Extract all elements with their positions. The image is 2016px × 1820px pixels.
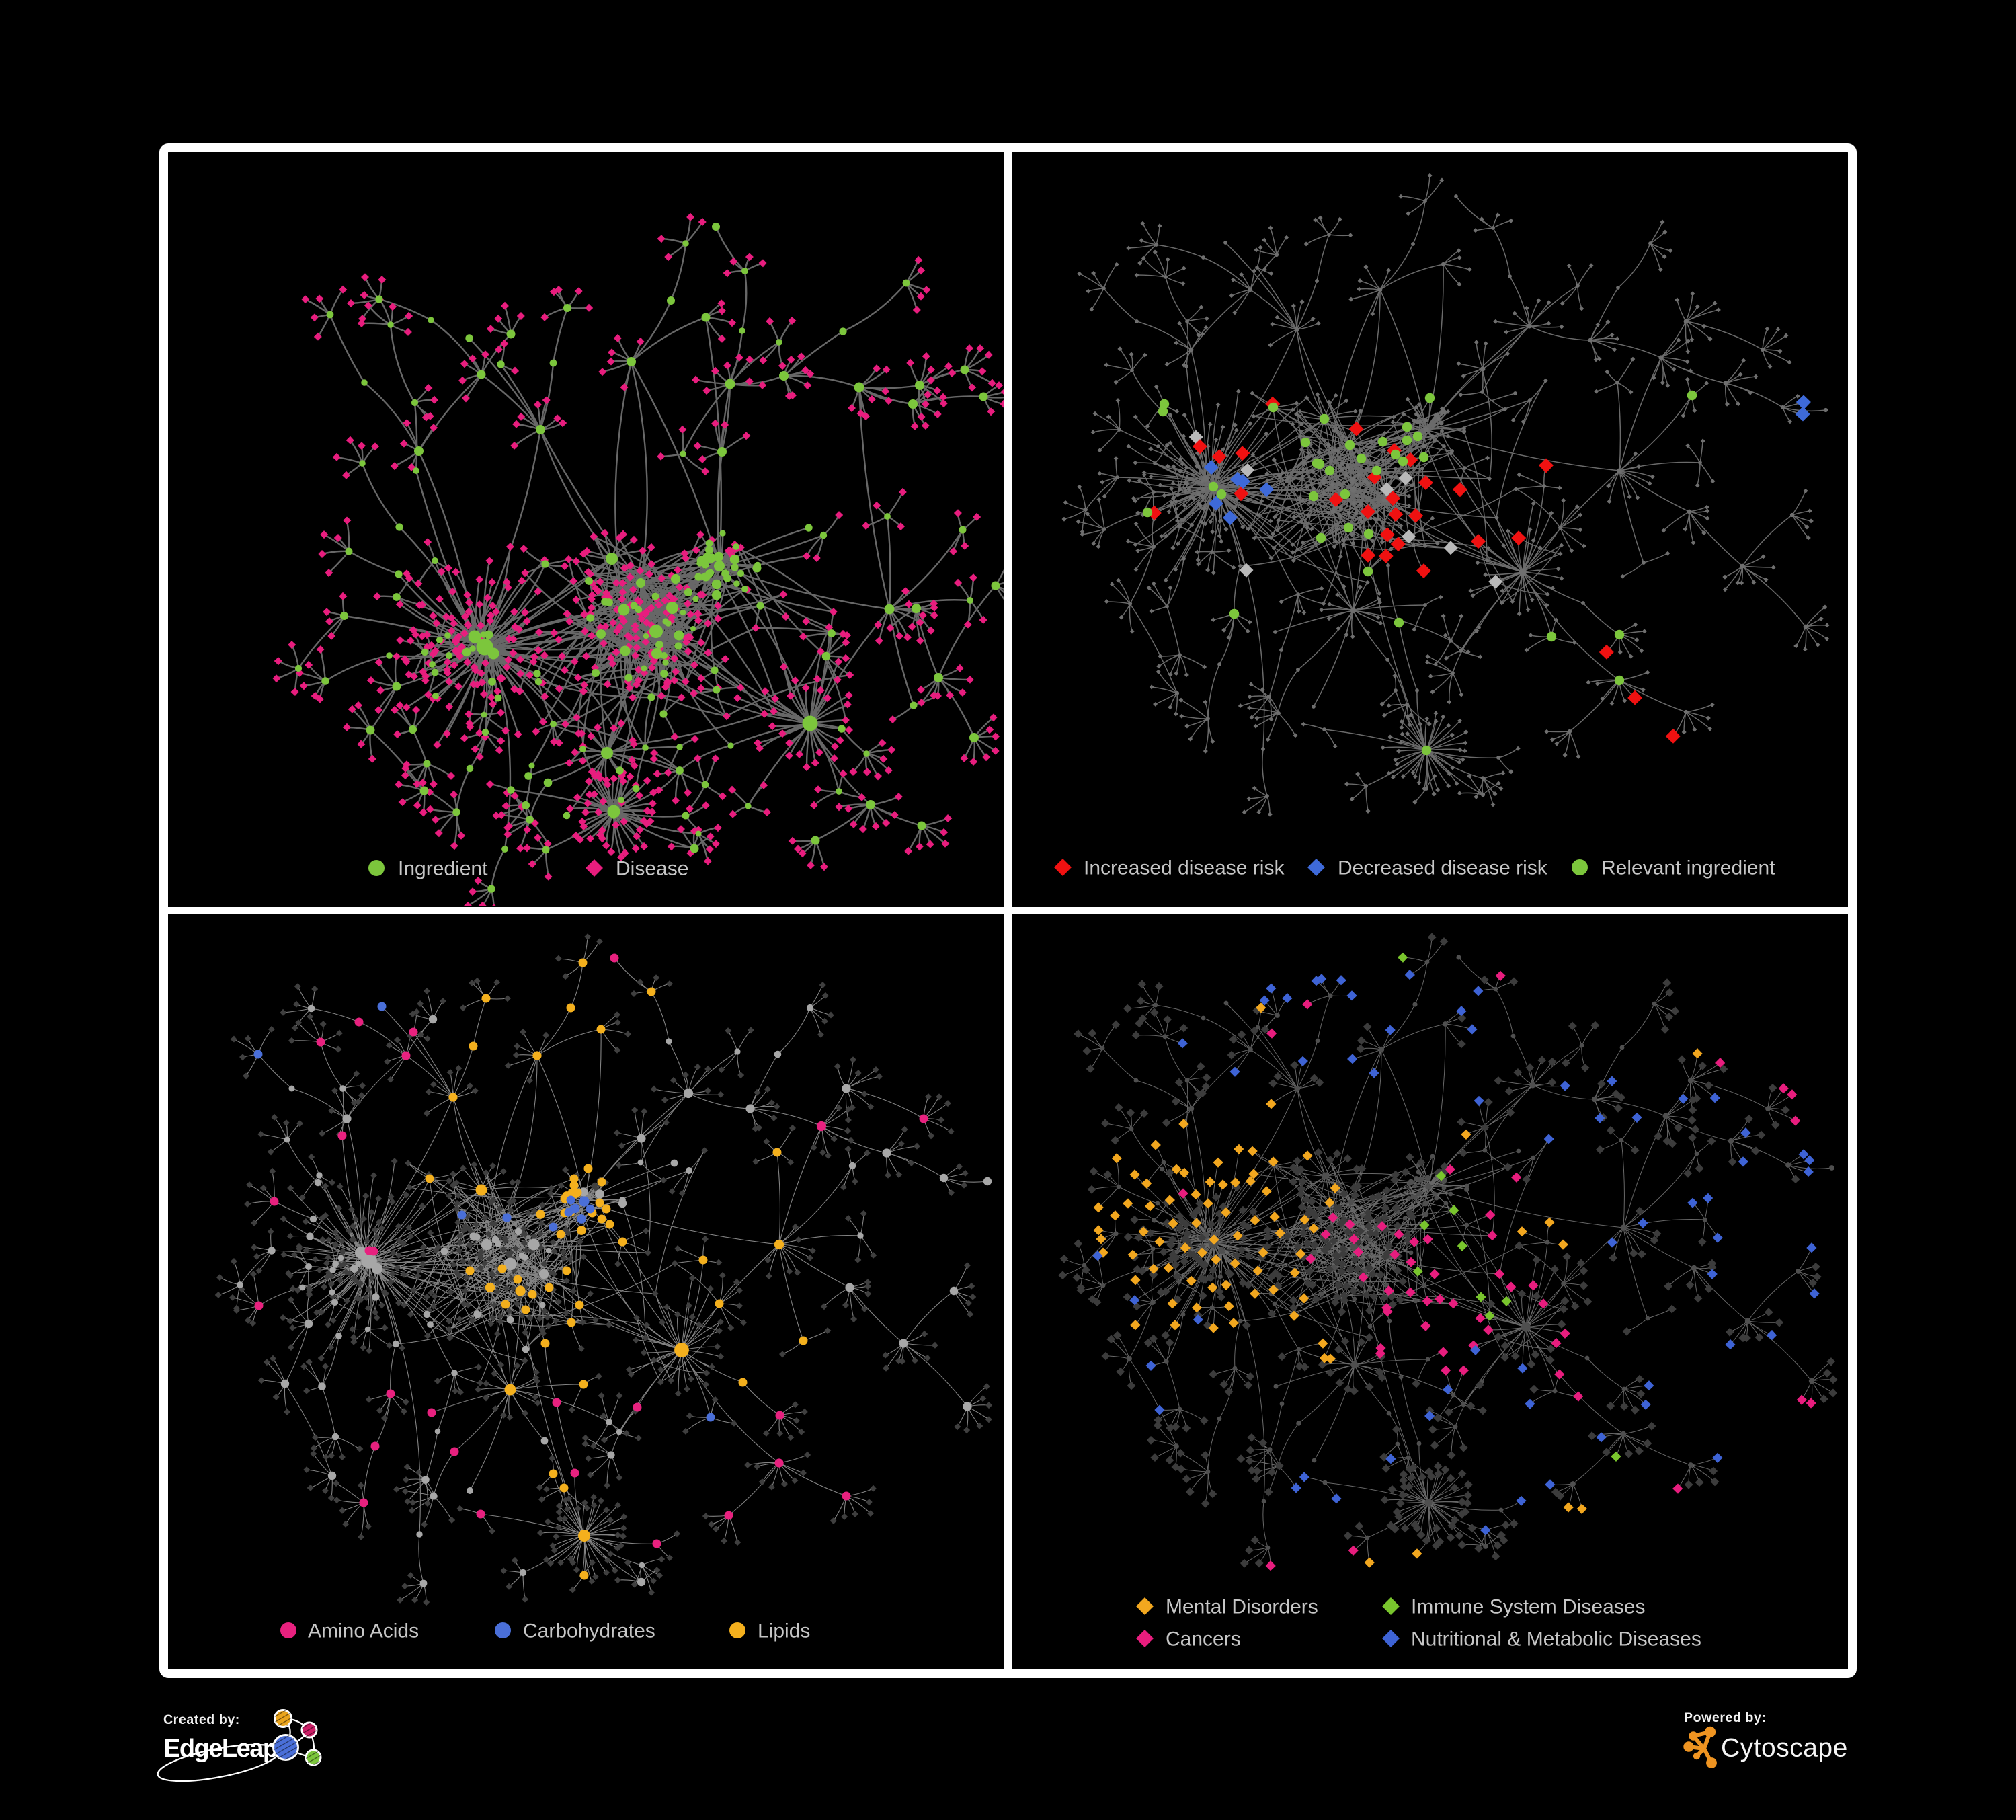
svg-text:Disease: Disease	[616, 858, 688, 880]
svg-text:Nutritional & Metabolic Diseas: Nutritional & Metabolic Diseases	[1411, 1628, 1701, 1651]
svg-text:Amino Acids: Amino Acids	[308, 1620, 419, 1643]
svg-text:Mental Disorders: Mental Disorders	[1166, 1596, 1318, 1618]
svg-text:Ingredient: Ingredient	[398, 858, 488, 880]
svg-text:Created by:: Created by:	[163, 1712, 240, 1727]
svg-text:Powered by:: Powered by:	[1684, 1710, 1767, 1725]
svg-text:Cytoscape: Cytoscape	[1721, 1734, 1848, 1763]
svg-text:Decreased disease risk: Decreased disease risk	[1338, 857, 1548, 879]
svg-text:Cancers: Cancers	[1166, 1628, 1241, 1651]
svg-text:Carbohydrates: Carbohydrates	[523, 1620, 655, 1643]
svg-text:Relevant ingredient: Relevant ingredient	[1601, 857, 1775, 879]
svg-text:EdgeLeap: EdgeLeap	[163, 1735, 278, 1763]
svg-text:Immune System Diseases: Immune System Diseases	[1411, 1596, 1645, 1618]
svg-text:Increased disease risk: Increased disease risk	[1084, 857, 1285, 879]
svg-text:Lipids: Lipids	[758, 1620, 810, 1643]
